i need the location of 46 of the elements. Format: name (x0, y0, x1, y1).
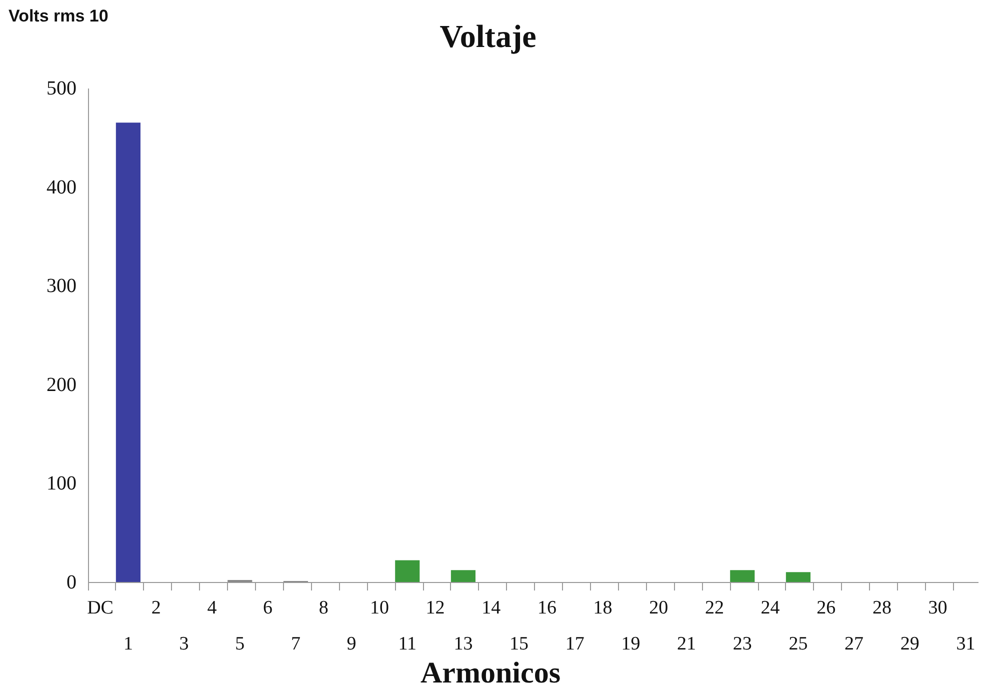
bar (786, 572, 810, 582)
x-tick-label: 4 (207, 598, 218, 618)
x-tick-label: 1 (123, 634, 133, 654)
x-tick-label: 8 (318, 598, 328, 618)
x-tick-label: 9 (346, 634, 356, 654)
y-tick-label: 100 (46, 472, 76, 495)
y-tick-label: 300 (46, 275, 76, 298)
x-tick-label: DC (87, 598, 114, 618)
x-tick-label: 12 (426, 598, 445, 618)
bar (450, 570, 476, 582)
x-tick-label: 6 (263, 598, 273, 618)
x-tick-label: 23 (732, 634, 752, 654)
x-tick-label: 29 (900, 634, 920, 654)
x-tick-label: 20 (649, 598, 668, 618)
x-tick-label: 22 (704, 598, 724, 618)
x-tick-label: 21 (677, 634, 696, 654)
y-tick-label: 500 (46, 78, 76, 100)
x-tick-label: 27 (844, 634, 864, 654)
bar (730, 570, 755, 582)
x-tick-label: 17 (565, 634, 584, 654)
x-tick-label: 28 (872, 598, 892, 618)
x-tick-label: 31 (956, 634, 976, 654)
x-tick-label: 11 (398, 634, 417, 654)
x-axis-title: Armonicos (420, 656, 560, 690)
x-tick-label: 10 (370, 598, 389, 618)
x-tick-label: 2 (151, 598, 161, 618)
y-tick-label: 200 (46, 374, 76, 396)
x-tick-label: 19 (621, 634, 640, 654)
x-tick-label: 13 (454, 634, 473, 654)
x-tick-label: 7 (290, 634, 300, 654)
y-tick-label: 400 (46, 176, 76, 198)
bar (116, 122, 140, 582)
y-axis-title: Volts rms 10 (8, 6, 108, 26)
x-tick-label: 25 (788, 634, 808, 654)
chart-title: Voltaje (440, 18, 536, 54)
x-tick-label: 14 (482, 598, 502, 618)
bar (395, 560, 420, 582)
x-tick-label: 24 (760, 598, 780, 618)
x-tick-label: 15 (510, 634, 529, 654)
x-tick-label: 5 (235, 634, 245, 654)
x-tick-label: 30 (928, 598, 948, 618)
x-tick-label: 18 (593, 598, 612, 618)
x-tick-label: 26 (816, 598, 836, 618)
y-tick-label: 0 (66, 572, 76, 594)
x-tick-label: 16 (537, 598, 556, 618)
x-tick-label: 3 (179, 634, 189, 654)
